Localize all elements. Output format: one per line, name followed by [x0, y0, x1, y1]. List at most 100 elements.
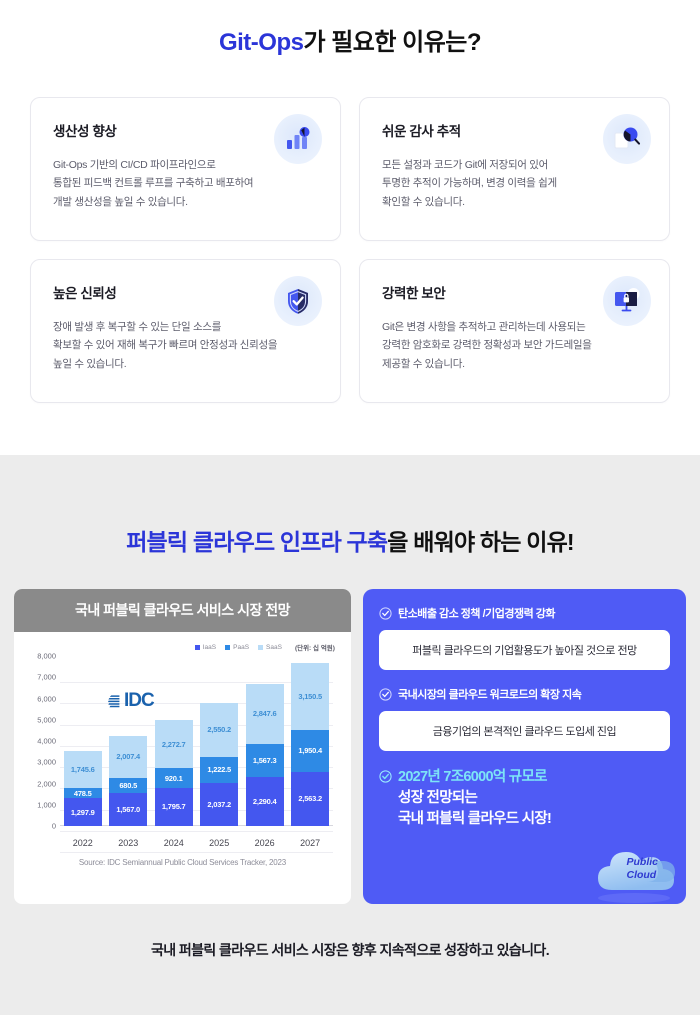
idc-logo: IDC: [106, 690, 155, 712]
chart-y-tick: 1,000: [37, 800, 56, 810]
chart-gridline: [60, 724, 333, 726]
card-description: 모든 설정과 코드가 Git에 저장되어 있어 투명한 추적이 가능하며, 변경…: [382, 159, 557, 208]
chart-gridline: [60, 852, 333, 853]
info-final-line2: 성장 전망되는: [397, 790, 478, 807]
shield-check-icon: [274, 276, 322, 326]
gitops-heading-highlight: Git-Ops: [218, 29, 304, 56]
public-cloud-illustration-label: Public Cloud: [626, 856, 658, 882]
chart-x-tick: 2024: [163, 838, 184, 848]
legend-swatch-iaas: [194, 644, 200, 650]
chart-gridline: [60, 809, 333, 811]
chart-bar-segment-iaas: 2,563.2: [291, 771, 330, 826]
chart-gridlines: [60, 656, 333, 853]
legend-label-iaas: IaaS: [202, 643, 217, 651]
feature-card-security[interactable]: 강력한 보안 Git은 변경 사항을 추적하고 관리하는데 사용되는 강력한 암…: [359, 259, 670, 403]
public-cloud-section: 퍼블릭 클라우드 인프라 구축을 배워야 하는 이유! 국내 퍼블릭 클라우드 …: [0, 455, 700, 1015]
cloud-heading: 퍼블릭 클라우드 인프라 구축을 배워야 하는 이유!: [14, 455, 686, 557]
chart-axis-baseline: [60, 825, 333, 826]
chart-x-tick: 2023: [118, 838, 139, 848]
chart-legend: IaaS PaaS SaaS (단위: 십 억원): [26, 642, 339, 652]
cloud-label-line1: Public: [626, 855, 658, 868]
cloud-footer-text: 국내 퍼블릭 클라우드 서비스 시장은 향후 지속적으로 성장하고 있습니다.: [150, 942, 550, 958]
chart-bar-column: 2,847.6 1,567.3 2,290.4: [245, 656, 284, 826]
card-title: 생산성 향상: [53, 124, 117, 139]
chart-bar-segment-paas: 1,567.3: [245, 744, 284, 778]
cloud-label-line2: Cloud: [626, 868, 657, 881]
info-heading-2: 국내시장의 클라우드 워크로드의 확장 지속: [379, 686, 670, 702]
magnifier-document-icon: [603, 114, 651, 164]
monitor-lock-icon: [603, 276, 651, 326]
bar-chart-icon: [274, 114, 322, 164]
chart-x-tick: 2022: [72, 838, 93, 848]
idc-logo-text: IDC: [124, 690, 155, 711]
info-panel: 탄소배출 감소 정책 /기업경쟁력 강화 퍼블릭 클라우드의 기업활용도가 높아…: [362, 589, 686, 904]
chart-bar-segment-paas: 920.1: [154, 768, 193, 788]
chart-y-tick: 5,000: [37, 715, 56, 725]
chart-plot-area: 0 1,000 2,000 3,000 4,000 5,000 6,000 7,000 8,00…: [37, 652, 333, 853]
legend-swatch-saas: [258, 644, 264, 650]
chart-bar-segment-iaas: 1,297.9: [63, 798, 102, 826]
legend-label-saas: SaaS: [266, 643, 282, 651]
chart-y-axis: 0 1,000 2,000 3,000 4,000 5,000 6,000 7,000 8,00…: [26, 652, 56, 831]
check-circle-icon: [379, 770, 392, 783]
chart-bar-segment-paas: 1,950.4: [291, 730, 330, 772]
chart-gridline: [60, 745, 333, 747]
chart-y-tick: 4,000: [37, 736, 56, 746]
chart-bar-segment-iaas: 1,795.7: [154, 787, 193, 826]
panels-row: 국내 퍼블릭 클라우드 서비스 시장 전망 IaaS PaaS: [14, 589, 686, 904]
chart-gridline: [60, 788, 333, 790]
chart-bar-column: 2,272.7 920.1 1,795.7: [154, 656, 193, 826]
chart-bar-segment-saas: 2,847.6: [245, 683, 284, 745]
chart-bar-column: 2,550.2 1,222.5 2,037.2: [200, 656, 239, 826]
chart-gridline: [60, 703, 333, 705]
chart-bar-segment-iaas: 2,290.4: [245, 777, 284, 826]
chart-y-tick: 6,000: [37, 694, 56, 703]
chart-bar-segment-saas: 1,745.6: [63, 751, 102, 789]
chart-y-tick: 2,000: [37, 779, 56, 788]
feature-card-reliability[interactable]: 높은 신뢰성 장애 발생 후 복구할 수 있는 단일 소스를 확보할 수 있어 …: [30, 259, 341, 403]
info-heading-1-text: 탄소배출 감소 정책 /기업경쟁력 강화: [397, 608, 556, 620]
info-final-highlight: 2027년 7조6000억 규모로: [397, 769, 547, 785]
gitops-heading: Git-Ops가 필요한 이유는?: [30, 22, 670, 57]
chart-x-tick: 2025: [209, 838, 230, 848]
info-final-line3: 국내 퍼블릭 클라우드 시장!: [397, 811, 552, 828]
card-description: 장애 발생 후 복구할 수 있는 단일 소스를 확보할 수 있어 재해 복구가 …: [53, 321, 278, 370]
chart-bars: 1,745.6 478.5 1,297.9 2,007.4 680.5 1,567.0 2,…: [60, 656, 333, 826]
legend-item-iaas: IaaS: [194, 643, 217, 651]
chart-bar-column: 1,745.6 478.5 1,297.9: [63, 656, 102, 826]
card-title: 강력한 보안: [382, 286, 446, 301]
chart-bar-segment-iaas: 1,567.0: [109, 792, 148, 826]
idc-globe-icon: [106, 693, 123, 710]
chart-bar-segment-saas: 2,007.4: [109, 735, 148, 779]
chart-y-tick: 8,000: [37, 651, 56, 661]
gitops-heading-rest: 가 필요한 이유는?: [303, 29, 482, 56]
check-circle-icon: [379, 687, 392, 701]
chart-bar-segment-saas: 2,272.7: [154, 720, 193, 769]
info-final-block: 2027년 7조6000억 규모로 성장 전망되는 국내 퍼블릭 클라우드 시장…: [379, 767, 670, 830]
info-heading-2-text: 국내시장의 클라우드 워크로드의 확장 지속: [397, 689, 582, 701]
cloud-heading-highlight: 퍼블릭 클라우드 인프라 구축: [126, 529, 388, 555]
chart-bar-segment-iaas: 2,037.2: [200, 782, 239, 826]
chart-bar-segment-saas: 2,550.2: [200, 702, 239, 757]
cloud-heading-rest: 을 배워야 하는 이유!: [387, 529, 574, 555]
chart-body: IaaS PaaS SaaS (단위: 십 억원) 0 1,0: [14, 632, 351, 904]
chart-bar-segment-paas: 680.5: [109, 778, 148, 793]
card-title: 쉬운 감사 추적: [382, 124, 461, 139]
feature-card-productivity[interactable]: 생산성 향상 Git-Ops 기반의 CI/CD 파이프라인으로 통합된 피드백…: [30, 97, 341, 241]
feature-card-audit[interactable]: 쉬운 감사 추적 모든 설정과 코드가 Git에 저장되어 있어 투명한 추적이…: [359, 97, 670, 241]
card-title: 높은 신뢰성: [53, 286, 117, 301]
gitops-section: Git-Ops가 필요한 이유는? 생산성 향상 Git-Ops 기반의 CI/…: [0, 0, 700, 455]
chart-unit-note: (단위: 십 억원): [294, 645, 335, 652]
legend-item-paas: PaaS: [225, 644, 249, 651]
chart-title: 국내 퍼블릭 클라우드 서비스 시장 전망: [14, 589, 351, 632]
chart-bar-segment-paas: 478.5: [63, 788, 102, 799]
feature-card-grid: 생산성 향상 Git-Ops 기반의 CI/CD 파이프라인으로 통합된 피드백…: [30, 97, 670, 403]
public-cloud-illustration: Public Cloud: [586, 834, 682, 904]
info-heading-1: 탄소배출 감소 정책 /기업경쟁력 강화: [379, 605, 670, 621]
chart-gridline: [60, 767, 333, 768]
chart-gridline: [60, 830, 333, 832]
card-description: Git-Ops 기반의 CI/CD 파이프라인으로 통합된 피드백 컨트롤 루프…: [53, 159, 254, 208]
legend-item-saas: SaaS: [258, 644, 282, 651]
chart-y-tick: 3,000: [37, 757, 56, 767]
